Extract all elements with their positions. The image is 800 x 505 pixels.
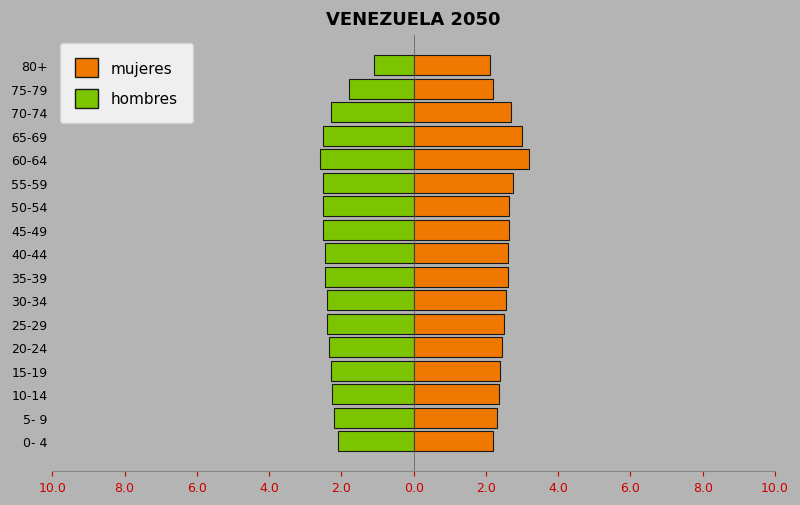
Bar <box>414 197 510 217</box>
Bar <box>320 150 414 170</box>
Bar <box>414 220 510 240</box>
Bar <box>332 384 414 405</box>
Bar <box>414 408 497 428</box>
Bar <box>414 267 507 287</box>
Bar <box>334 408 414 428</box>
Bar <box>414 173 513 193</box>
Bar <box>414 361 500 381</box>
Bar <box>323 197 414 217</box>
Bar <box>414 291 506 311</box>
Bar <box>414 126 522 146</box>
Bar <box>414 384 498 405</box>
Bar <box>327 314 414 334</box>
Bar <box>414 431 493 451</box>
Bar <box>374 56 414 76</box>
Bar <box>323 220 414 240</box>
Bar <box>414 244 507 264</box>
Bar <box>325 244 414 264</box>
Title: VENEZUELA 2050: VENEZUELA 2050 <box>326 11 501 29</box>
Legend: mujeres, hombres: mujeres, hombres <box>60 44 193 124</box>
Bar <box>325 267 414 287</box>
Bar <box>414 150 530 170</box>
Bar <box>414 79 493 99</box>
Bar <box>349 79 414 99</box>
Bar <box>414 56 490 76</box>
Bar <box>414 338 502 358</box>
Bar <box>323 126 414 146</box>
Bar <box>414 103 511 123</box>
Bar <box>323 173 414 193</box>
Bar <box>338 431 414 451</box>
Bar <box>330 103 414 123</box>
Bar <box>414 314 504 334</box>
Bar <box>329 338 414 358</box>
Bar <box>330 361 414 381</box>
Bar <box>327 291 414 311</box>
